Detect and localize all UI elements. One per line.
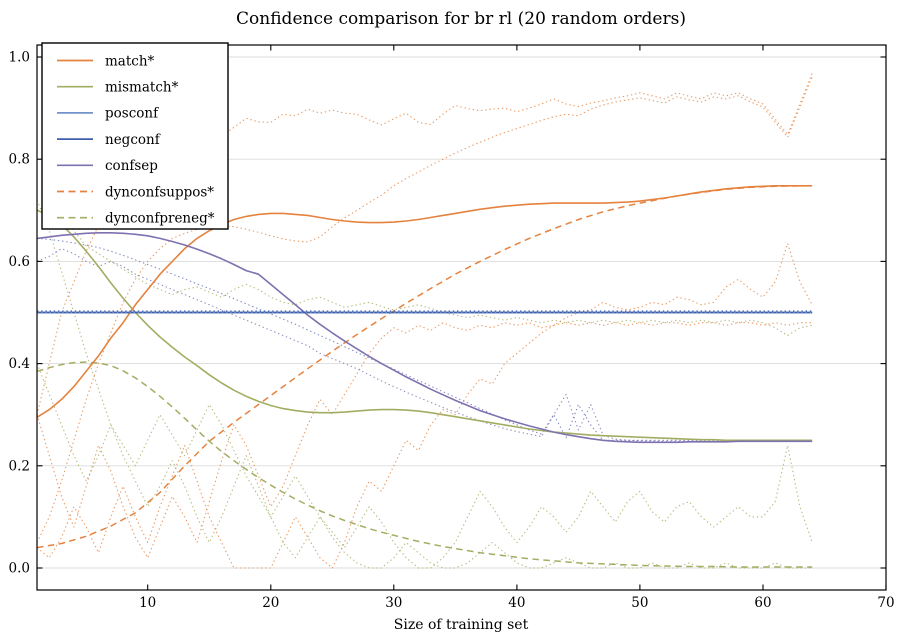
series-run-match-riser-line [36, 76, 813, 543]
tick-labels: 10 20 30 40 50 60 70 0.0 0.2 0.4 0.6 0.8 1.0 [9, 50, 895, 612]
y-tick-label: 0.2 [9, 458, 30, 474]
legend-label: negconf [105, 132, 161, 148]
x-tick-label: 10 [139, 595, 156, 611]
y-tick-label: 0.8 [9, 152, 30, 168]
y-tick-label: 0.6 [9, 254, 30, 270]
axes [36, 44, 887, 591]
series-run-match-mid-line [36, 242, 813, 569]
legend-label: match* [105, 53, 155, 69]
legend-label: posconf [105, 106, 159, 122]
x-tick-label: 40 [508, 595, 525, 611]
series-confsep-line [36, 232, 813, 444]
series-run-match-high-line [36, 73, 813, 415]
x-tick-label: 50 [631, 595, 648, 611]
series-mismatch-line [36, 209, 813, 442]
legend-label: dynconfsuppos* [105, 184, 214, 200]
series-match-line [36, 185, 813, 418]
chart-title: Confidence comparison for br rl (20 rand… [236, 9, 686, 29]
legend-label: dynconfpreneg* [105, 211, 215, 227]
x-tick-label: 30 [385, 595, 402, 611]
x-tick-label: 60 [754, 595, 771, 611]
legend-label: confsep [105, 158, 158, 174]
x-tick-label: 70 [877, 595, 894, 611]
plot-frame [36, 44, 887, 591]
series-run-confsep-a-line [36, 248, 813, 442]
y-tick-label: 1.0 [9, 50, 30, 66]
series-run-mismatch-low-line [36, 199, 813, 569]
y-tick-label: 0.4 [9, 356, 30, 372]
series-run-confsep-b-line [36, 237, 813, 441]
series-run-match-low-line [36, 322, 813, 559]
series-lines [36, 73, 813, 569]
legend-box [41, 42, 229, 230]
y-tick-label: 0.0 [9, 561, 30, 577]
series-dynconfpreneg-line [36, 361, 813, 568]
legend-label: mismatch* [105, 80, 179, 96]
x-tick-label: 20 [262, 595, 279, 611]
x-axis-label: Size of training set [394, 617, 529, 633]
legend: match* mismatch* posconf negconf confsep dync… [41, 42, 229, 230]
series-dynconfsuppos-line [36, 185, 813, 549]
